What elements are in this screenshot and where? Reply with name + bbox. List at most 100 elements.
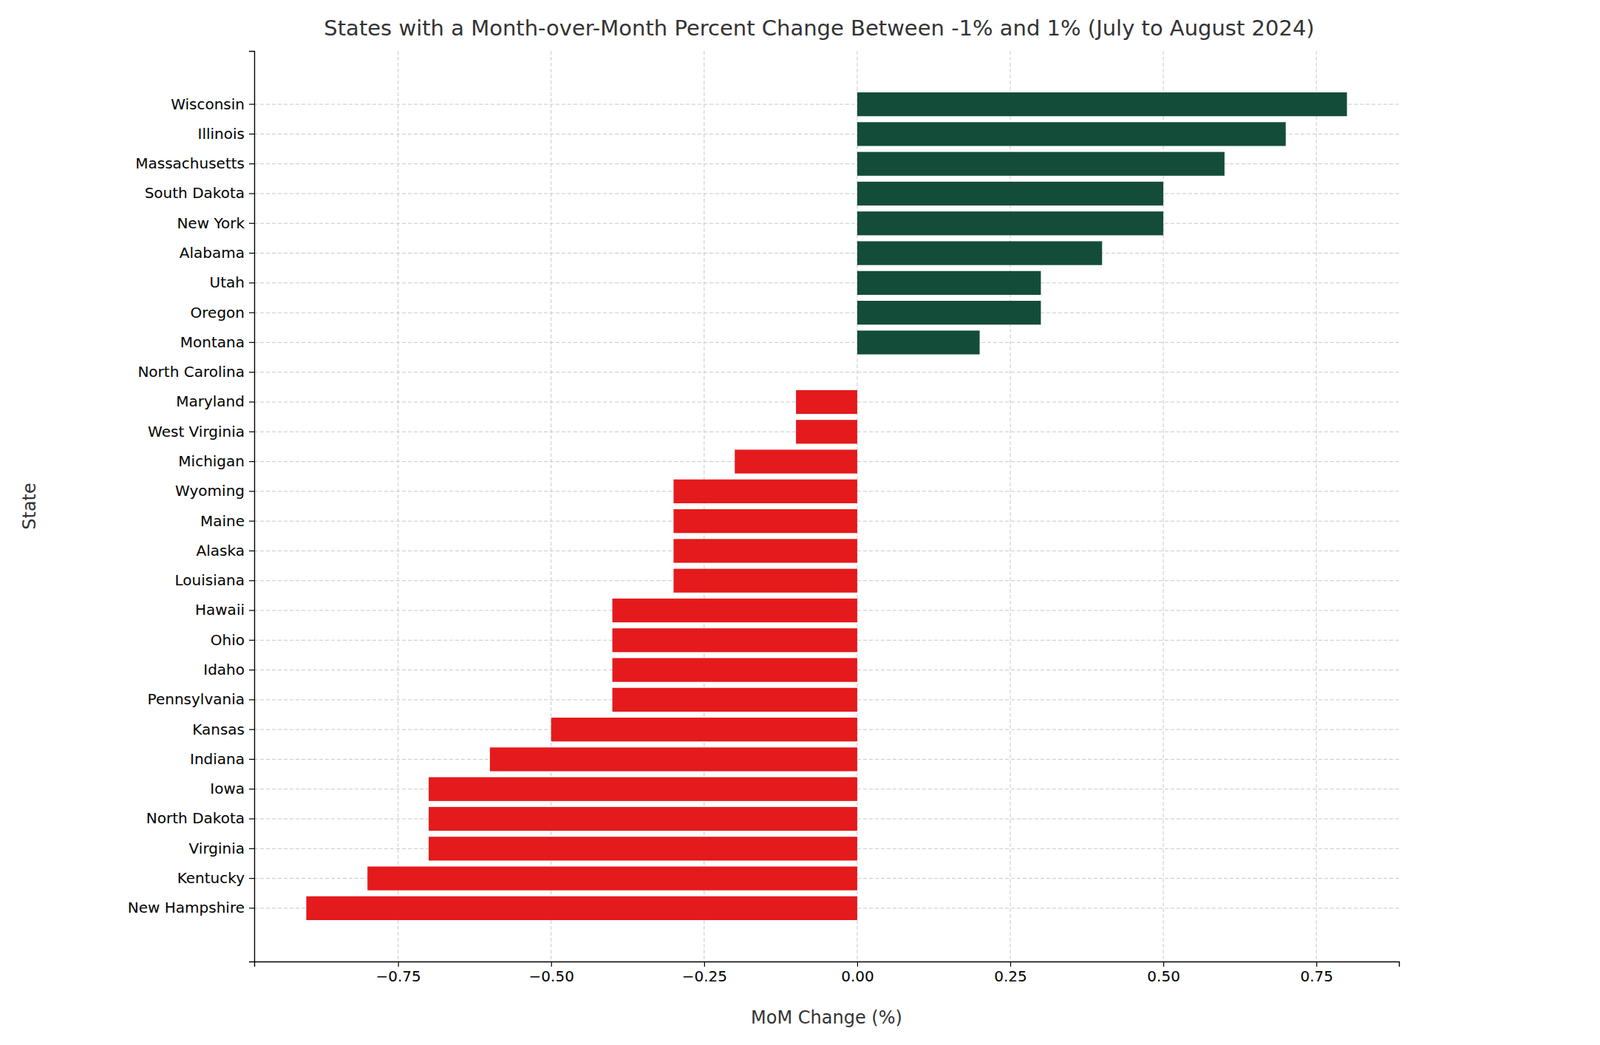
x-axis: −0.75−0.50−0.250.000.250.500.75 bbox=[254, 961, 1400, 986]
grid-line-y bbox=[254, 192, 1399, 194]
bar bbox=[857, 121, 1286, 146]
y-tick: Hawaii bbox=[195, 600, 255, 619]
y-tick-label: Illinois bbox=[198, 124, 245, 143]
y-tick: Massachusetts bbox=[135, 154, 255, 173]
y-tick-label: Ohio bbox=[210, 631, 245, 649]
y-tick-label: Massachusetts bbox=[135, 154, 245, 173]
bar bbox=[428, 807, 858, 831]
y-axis-title: State bbox=[19, 482, 40, 530]
y-tick: Illinois bbox=[198, 124, 255, 143]
chart: −0.75−0.50−0.250.000.250.500.75Wisconsin… bbox=[0, 0, 1600, 1045]
bar bbox=[857, 181, 1164, 206]
y-tick: Virginia bbox=[189, 839, 255, 858]
y-tick-label: West Virginia bbox=[147, 422, 245, 441]
y-tick: North Carolina bbox=[137, 362, 255, 381]
x-tick-label: −0.50 bbox=[529, 967, 575, 986]
y-tick-label: South Dakota bbox=[144, 184, 245, 202]
x-tick-mark bbox=[1010, 961, 1011, 967]
y-tick-mark bbox=[249, 192, 255, 194]
bar bbox=[857, 92, 1348, 117]
bar bbox=[795, 390, 858, 414]
bar bbox=[367, 866, 858, 890]
y-tick: Michigan bbox=[178, 452, 255, 471]
y-tick-label: Virginia bbox=[189, 839, 245, 858]
x-axis-line bbox=[254, 962, 1400, 968]
x-tick-label: 0.00 bbox=[841, 967, 875, 986]
bar bbox=[673, 479, 858, 504]
bar bbox=[673, 538, 858, 563]
y-tick-mark bbox=[249, 699, 255, 700]
y-tick-mark bbox=[249, 818, 255, 819]
y-tick-mark bbox=[249, 431, 255, 433]
bar bbox=[734, 449, 858, 473]
bar bbox=[305, 896, 858, 921]
y-tick: Wisconsin bbox=[170, 95, 255, 114]
bar bbox=[428, 836, 858, 861]
x-tick: 0.00 bbox=[841, 961, 875, 986]
y-tick-label: Pennsylvania bbox=[147, 690, 245, 708]
y-tick-mark bbox=[249, 640, 255, 641]
x-tick: 0.75 bbox=[1299, 961, 1334, 986]
y-tick-mark bbox=[249, 521, 255, 522]
grid-line-y bbox=[254, 282, 1399, 284]
y-tick: Kentucky bbox=[177, 869, 255, 887]
y-tick-mark bbox=[249, 104, 255, 105]
y-tick-mark bbox=[249, 669, 255, 671]
bar bbox=[428, 777, 858, 802]
grid-line-y bbox=[254, 312, 1399, 314]
y-tick: Oregon bbox=[190, 303, 255, 322]
y-tick-label: New York bbox=[176, 214, 245, 233]
bar bbox=[857, 211, 1164, 236]
grid-line-x bbox=[397, 50, 399, 962]
grid-line-y bbox=[254, 371, 1399, 373]
y-tick: West Virginia bbox=[147, 422, 255, 441]
y-tick: Alaska bbox=[196, 541, 255, 560]
y-tick-mark bbox=[249, 163, 255, 165]
y-tick-label: Maine bbox=[200, 512, 245, 530]
y-tick: Maryland bbox=[175, 392, 255, 411]
x-tick-mark bbox=[398, 961, 400, 967]
y-tick-mark bbox=[249, 788, 255, 790]
bar bbox=[856, 360, 858, 385]
y-tick-label: Kansas bbox=[192, 720, 245, 739]
y-tick-label: New Hampshire bbox=[127, 898, 245, 917]
y-tick-label: Idaho bbox=[203, 660, 245, 679]
y-axis: Wisconsin Illinois Massachusetts South Dako… bbox=[127, 51, 255, 963]
bar bbox=[612, 628, 858, 652]
bar bbox=[612, 657, 858, 682]
grid-line-y bbox=[254, 252, 1399, 254]
y-tick-label: Iowa bbox=[209, 779, 245, 798]
x-tick-label: 0.50 bbox=[1146, 967, 1181, 986]
x-tick: −0.25 bbox=[682, 961, 728, 986]
y-tick: South Dakota bbox=[144, 184, 255, 202]
y-tick: New Hampshire bbox=[127, 898, 255, 917]
y-tick: Iowa bbox=[209, 779, 255, 798]
y-tick: New York bbox=[176, 214, 255, 233]
y-tick-mark bbox=[249, 848, 255, 850]
y-tick: Louisiana bbox=[175, 571, 255, 590]
y-tick: Montana bbox=[180, 333, 255, 352]
y-tick-mark bbox=[249, 342, 255, 343]
y-tick-label: Montana bbox=[180, 333, 245, 352]
bars bbox=[305, 92, 1347, 921]
bar bbox=[795, 419, 858, 444]
y-tick-mark bbox=[249, 877, 255, 879]
x-tick-mark bbox=[1316, 961, 1317, 967]
y-tick-label: Wyoming bbox=[175, 481, 245, 500]
x-tick: −0.50 bbox=[529, 961, 575, 986]
y-tick-label: North Dakota bbox=[146, 809, 245, 827]
x-tick-mark bbox=[551, 961, 553, 967]
bar bbox=[857, 240, 1102, 265]
x-tick-mark bbox=[857, 961, 859, 967]
bar bbox=[551, 717, 858, 742]
y-tick-label: Michigan bbox=[178, 452, 245, 471]
y-tick-label: Wisconsin bbox=[170, 95, 245, 114]
y-tick-mark bbox=[249, 550, 255, 552]
y-tick: Indiana bbox=[189, 750, 255, 768]
y-tick: North Dakota bbox=[146, 809, 255, 827]
x-tick: −0.75 bbox=[376, 961, 422, 986]
y-tick: Pennsylvania bbox=[147, 690, 255, 708]
y-tick-label: Maryland bbox=[175, 392, 245, 411]
x-tick-mark bbox=[704, 961, 706, 967]
x-tick: 0.50 bbox=[1146, 961, 1181, 986]
